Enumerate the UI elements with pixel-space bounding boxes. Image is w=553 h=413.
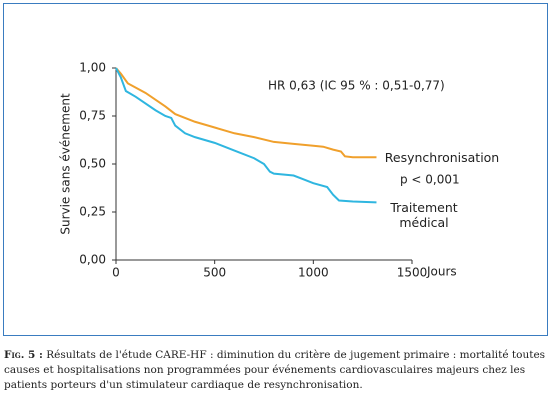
- y-tick-label: 0,75: [79, 109, 106, 123]
- legend-label: Traitement médical: [390, 200, 458, 230]
- x-axis-label: Jours: [426, 265, 457, 279]
- y-axis-label: Survie sans événement: [59, 93, 73, 235]
- frame: [3, 3, 548, 336]
- x-tick-label: 0: [112, 266, 120, 280]
- y-tick-label: 1,00: [79, 61, 106, 75]
- x-tick-label: 500: [203, 266, 226, 280]
- survival-curve: [115, 67, 377, 159]
- annotation: HR 0,63 (IC 95 % : 0,51-0,77): [268, 79, 445, 93]
- chart: HR 0,63 (IC 95 % : 0,51-0,77) p < 0,001 …: [59, 61, 460, 280]
- x-tick-label: 1500: [397, 266, 428, 280]
- y-tick-label: 0,50: [79, 157, 106, 171]
- y-tick-label: 0,25: [79, 205, 106, 219]
- caption-label: Fig. 5 :: [4, 349, 43, 361]
- y-tick-label: 0,00: [79, 253, 106, 267]
- caption-text: Résultats de l'étude CARE-HF : diminutio…: [4, 349, 546, 391]
- survival-curve: [115, 67, 377, 204]
- legend-label: Resynchronisation: [384, 150, 500, 165]
- x-tick-label: 1000: [298, 266, 329, 280]
- caption: Fig. 5 : Résultats de l'étude CARE-HF : …: [4, 348, 549, 393]
- annotation: p < 0,001: [400, 173, 460, 187]
